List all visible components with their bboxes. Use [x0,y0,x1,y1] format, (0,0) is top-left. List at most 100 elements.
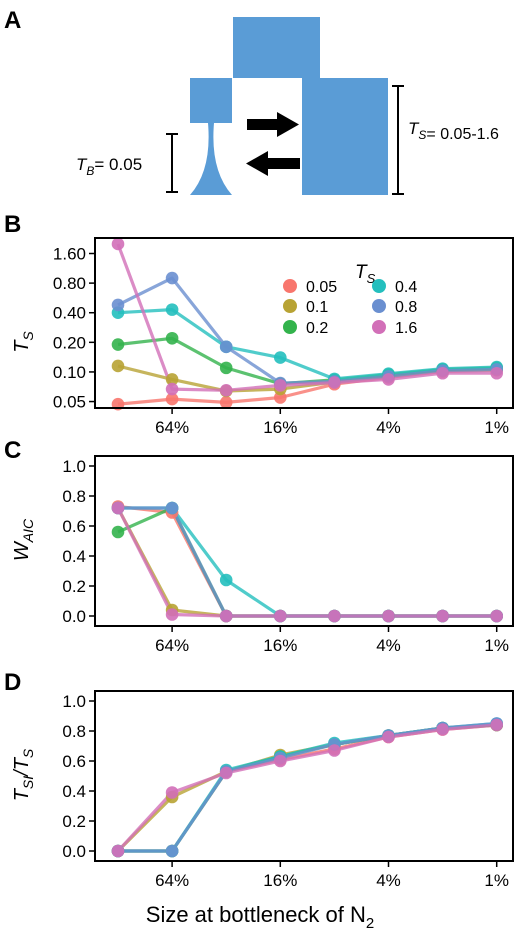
panel-d-point-1.6 [165,786,179,799]
panel-b-ytick-label: 0.20 [53,333,86,352]
panel-c-xtick-label: 16% [263,636,297,655]
panel-d-ytick-label: 0.8 [62,722,86,741]
population-two-block [302,78,388,195]
panel-d-plot: 0.0 0.2 0.4 0.6 0.8 1.0 64% 16% 4% 1% [62,692,509,890]
panel-b-series-line-0.8 [117,276,497,385]
panel-b-point-1.6 [111,237,125,251]
panel-c-ytick-label: 0.2 [62,577,86,596]
panel-c-xtick-label: 4% [376,636,401,655]
panel-d-point-1.6 [219,766,233,780]
panel-b-point-0.2 [165,331,179,345]
panel-c-series-line-0.05 [117,504,497,618]
panel-a: A TB= 0.05 TS= 0.05-1.6 [4,7,499,195]
panel-c-point-1.6 [111,501,125,515]
panel-d-ytick-label: 0.6 [62,752,86,771]
legend-label-0.4: 0.4 [395,279,417,296]
panel-c-series-line-1.6 [116,507,497,618]
panel-c-xtick-label: 64% [155,636,189,655]
panel-c-series-line-0.8 [118,506,497,618]
panel-d-point-1.6 [328,744,341,757]
legend-label-0.1: 0.1 [306,299,328,316]
panel-d: D TSI/TS 0.0 0.2 0.4 0.6 0.8 1.0 64% 16% 4% 1% Si… [4,669,514,932]
panel-c-ytick-label: 0.4 [62,547,86,566]
panel-d-point-1.6 [436,723,449,736]
panel-b-xtick-label: 64% [155,418,189,437]
panel-c-xtick-label: 1% [484,636,509,655]
legend-label-1.6: 1.6 [395,320,417,337]
panel-b-point-1.6 [436,366,449,380]
legend-key-0.05 [283,279,297,293]
panel-b-point-0.8 [111,298,125,312]
panel-d-ytick-label: 0.4 [62,782,86,801]
panel-b-point-0.2 [111,338,125,351]
panel-c-ytick-label: 0.6 [62,517,86,536]
panel-c-point-0.2 [111,525,125,539]
panel-c-point-1.6 [219,609,233,623]
legend-key-0.2 [283,320,297,334]
tb-annotation: TB= 0.05 [76,155,142,178]
panel-c-point-1.6 [165,608,179,621]
panel-d-point-1.6 [111,844,125,858]
panel-b-point-0.1 [165,373,179,386]
panel-b-ytick-label: 0.40 [53,304,86,323]
panel-d-point-1.6 [490,718,504,732]
panel-b-point-1.6 [490,366,504,380]
panel-b-point-0.4 [165,303,179,316]
panel-d-xtick-label: 4% [376,871,401,890]
legend-label-0.2: 0.2 [306,320,328,337]
panel-b-point-0.1 [111,359,125,373]
legend-key-0.4 [372,279,386,293]
panel-b-series-line-0.4 [117,308,497,381]
panel-b-series-line-1.6 [116,243,497,392]
migration-arrow-right [247,112,299,137]
panel-b-point-1.6 [274,379,287,392]
panel-c-series-line-0.4 [118,506,497,618]
panel-c-frame [94,455,514,627]
panel-c-series-line-0.1 [116,507,497,618]
panel-c-ytick-label: 0.8 [62,487,86,506]
ts-bracket [392,85,404,195]
panel-d-point-0.8 [165,844,179,858]
panel-c-point-1.6 [436,609,449,623]
panel-b-point-0.8 [219,340,233,354]
panel-d-series-line-1.6 [116,723,497,853]
panel-d-ytick-label: 1.0 [62,692,86,711]
panel-c-point-1.6 [274,609,287,623]
panel-c-ylabel: WAIC [11,518,36,561]
panel-b-point-1.6 [328,376,341,389]
panel-c-plot: 0.0 0.2 0.4 0.6 0.8 1.0 64% 16% 4% 1% [62,457,509,655]
panel-b-point-0.05 [219,396,233,409]
migration-arrow-left [246,151,300,176]
panel-b-point-0.05 [165,392,179,406]
panel-c-ytick-label: 0.0 [62,607,86,626]
panel-b-point-1.6 [165,382,179,396]
panel-a-label: A [4,7,21,34]
panel-b-frame [94,237,514,409]
panel-d-point-1.6 [382,730,395,744]
panel-d-frame [94,690,514,862]
panel-d-xtick-label: 16% [263,871,297,890]
panel-d-xtick-label: 1% [484,871,509,890]
legend-key-0.8 [372,299,386,313]
panel-b-point-0.8 [165,271,179,285]
tb-bracket [166,133,178,193]
legend-key-0.1 [283,299,297,313]
panel-b-point-0.2 [219,361,233,375]
panel-c-point-1.6 [382,609,395,623]
panel-b-ylabel: TS [11,331,36,353]
panel-c-point-0.4 [219,573,233,587]
panel-d-ytick-label: 0.0 [62,842,86,861]
panel-b-ytick-label: 0.80 [53,274,86,293]
legend-title: TS [355,262,376,286]
panel-d-xtick-label: 64% [155,871,189,890]
ancestral-population-block [233,17,320,78]
panel-b-label: B [4,211,21,238]
panel-b-point-1.6 [382,373,395,386]
panel-c-point-1.6 [490,609,504,623]
panel-c-series-line-0.2 [117,506,497,618]
panel-c-ytick-label: 1.0 [62,457,86,476]
panel-c-label: C [4,437,21,464]
legend-key-1.6 [372,320,386,334]
